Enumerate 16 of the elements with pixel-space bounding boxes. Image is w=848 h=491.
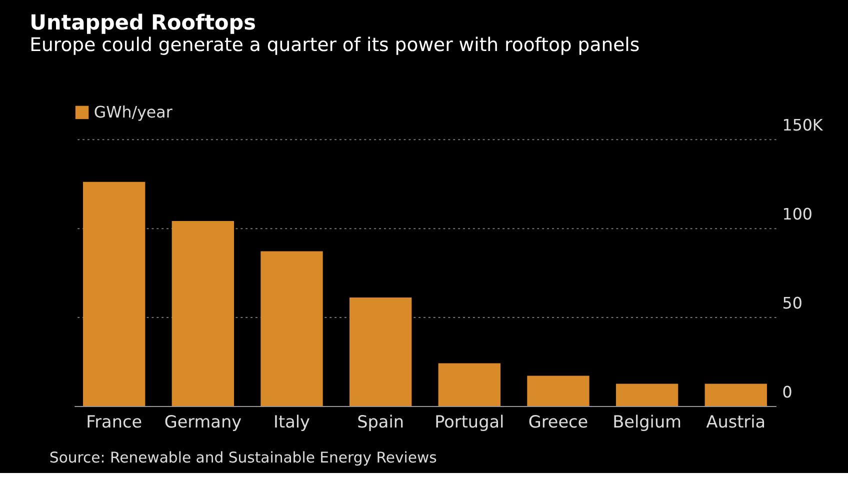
- x-tick-label: Portugal: [434, 411, 504, 432]
- y-tick-label: 150K: [782, 116, 824, 135]
- y-tick-label: 0: [782, 382, 792, 402]
- chart-subtitle: Europe could generate a quarter of its power with rooftop panels: [30, 35, 640, 56]
- x-tick-label: Spain: [357, 411, 404, 432]
- x-tick-label: France: [86, 411, 142, 432]
- source-note: Source: Renewable and Sustainable Energy Reviews: [49, 449, 437, 466]
- y-tick-label: 50: [782, 294, 802, 313]
- y-tick-label: 100: [782, 204, 812, 224]
- x-tick-label: Belgium: [612, 411, 682, 432]
- x-tick-label: Germany: [164, 411, 242, 432]
- x-tick-label: Austria: [706, 411, 766, 432]
- x-tick-label: Italy: [274, 411, 310, 432]
- legend-label: GWh/year: [94, 102, 173, 122]
- chart-title: Untapped Rooftops: [30, 10, 256, 34]
- x-tick-label: Greece: [528, 411, 588, 432]
